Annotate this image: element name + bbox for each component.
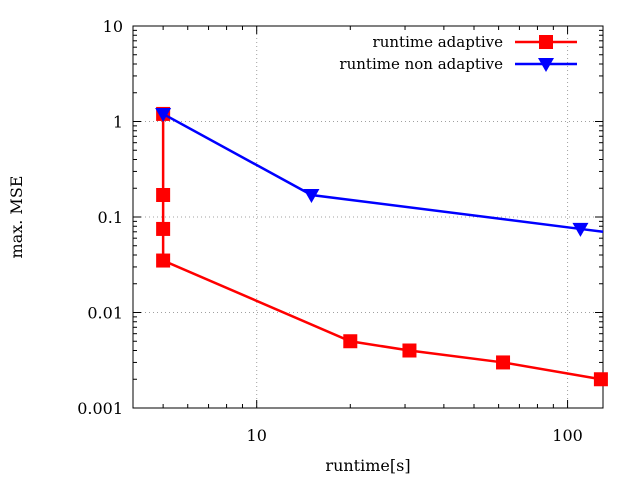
data-point — [593, 372, 608, 387]
grid — [133, 26, 603, 408]
series-1 — [156, 106, 608, 387]
y-tick-label: 10 — [103, 17, 123, 36]
legend-label: runtime adaptive — [373, 33, 504, 51]
x-tick-label: 100 — [552, 426, 583, 445]
x-tick-label: 10 — [247, 426, 267, 445]
data-point — [572, 222, 589, 237]
y-axis-label: max. MSE — [7, 176, 26, 259]
x-axis-label: runtime[s] — [325, 456, 410, 475]
data-point — [343, 334, 358, 349]
series-line — [162, 112, 604, 234]
axis-ticks: 0.001 0.01 0.1 1 10 10 100 — [77, 17, 603, 445]
y-tick-label: 0.01 — [87, 304, 123, 323]
y-tick-label: 0.001 — [77, 399, 123, 418]
data-point — [156, 253, 171, 268]
data-point — [156, 187, 171, 202]
data-point — [155, 107, 172, 122]
y-tick-label: 1 — [113, 113, 123, 132]
data-point — [303, 188, 320, 203]
series-layer — [155, 106, 608, 387]
y-tick-label: 0.1 — [98, 208, 123, 227]
series-2 — [155, 107, 604, 237]
legend-marker — [538, 58, 554, 72]
legend-marker — [539, 35, 553, 49]
series-line — [161, 113, 602, 381]
legend-label: runtime non adaptive — [339, 55, 503, 73]
data-point — [156, 221, 171, 236]
plot-frame — [132, 25, 604, 409]
legend: runtime adaptive runtime non adaptive — [339, 33, 577, 73]
data-point — [496, 355, 511, 370]
data-point — [402, 343, 417, 358]
